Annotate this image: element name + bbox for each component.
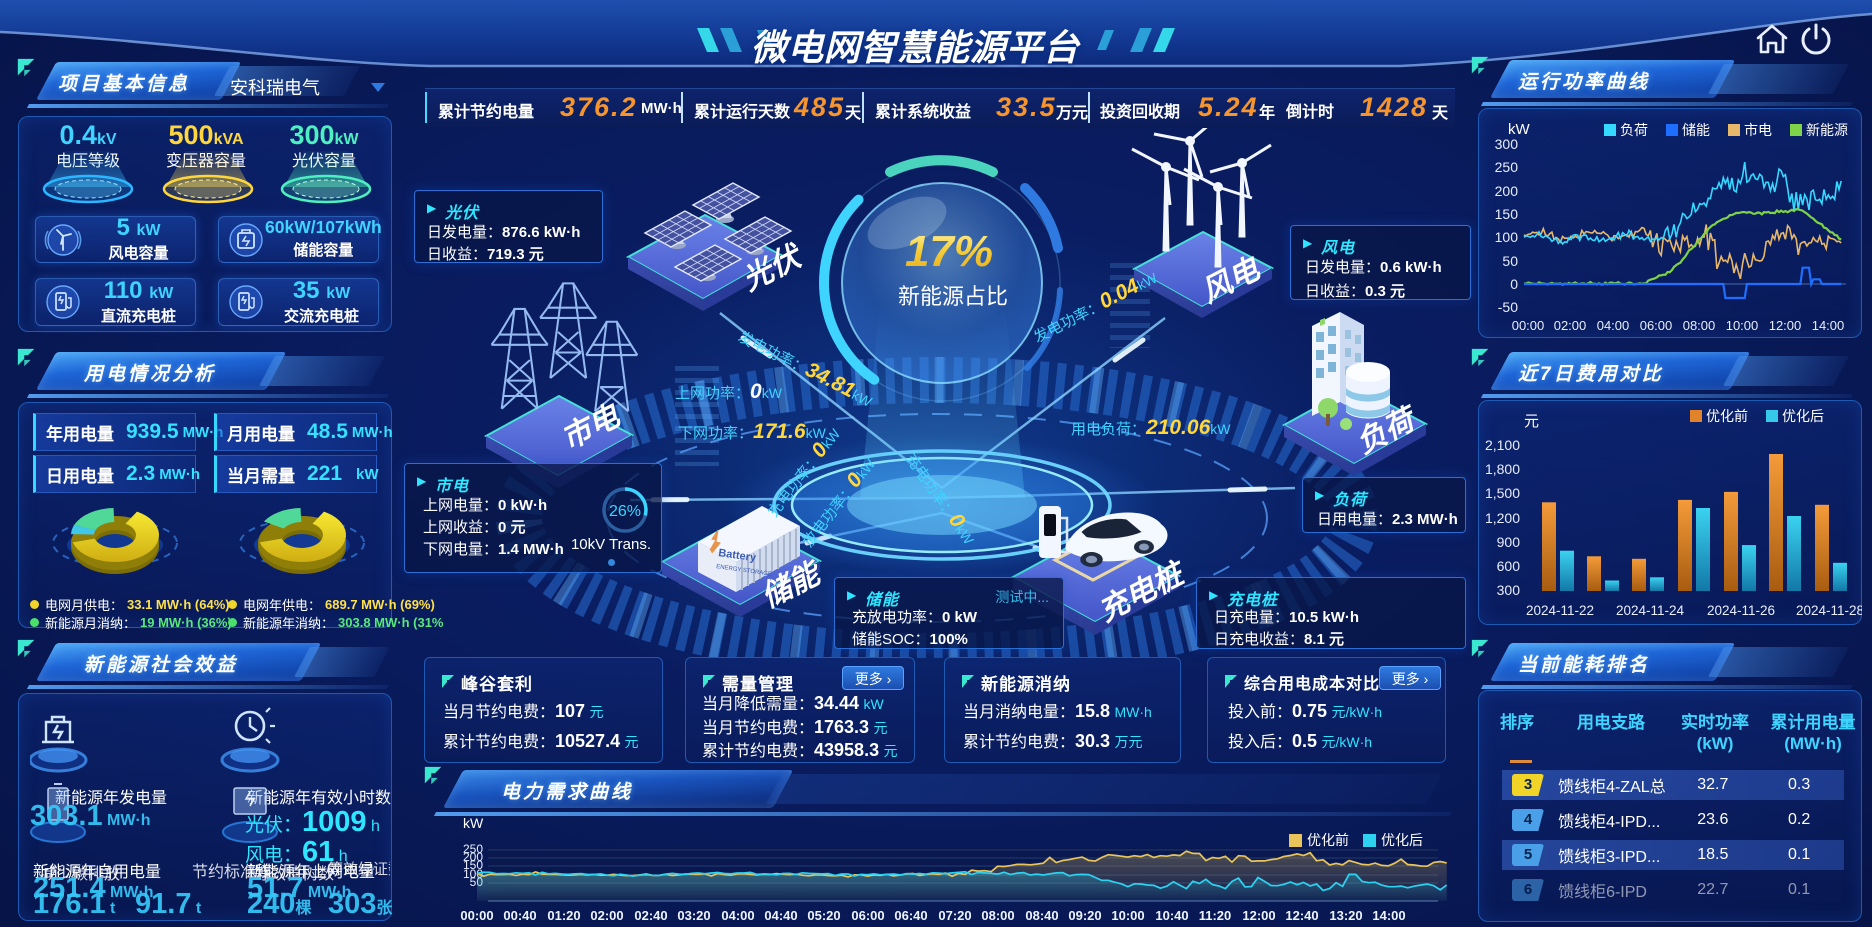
svg-text:17%: 17%: [905, 227, 993, 276]
svg-text:11:20: 11:20: [1199, 908, 1232, 923]
svg-text:200: 200: [1495, 183, 1519, 199]
svg-text:13:20: 13:20: [1329, 908, 1362, 923]
svg-text:2,100: 2,100: [1485, 437, 1520, 453]
svg-text:负荷: 负荷: [1620, 122, 1648, 138]
svg-text:08:00: 08:00: [981, 908, 1014, 923]
svg-text:04:00: 04:00: [1597, 318, 1630, 333]
svg-text:300: 300: [1495, 136, 1519, 152]
svg-text:26%: 26%: [609, 503, 641, 520]
svg-text:100: 100: [1495, 229, 1519, 245]
svg-text:2024-11-24: 2024-11-24: [1616, 603, 1685, 618]
svg-text:kW: kW: [1508, 121, 1531, 138]
svg-text:150: 150: [1495, 206, 1519, 222]
svg-text:优化前: 优化前: [1706, 408, 1748, 424]
svg-text:00:00: 00:00: [460, 908, 493, 923]
svg-text:下网功率：171.6kW: 下网功率：171.6kW: [678, 420, 827, 443]
svg-text:08:00: 08:00: [1683, 318, 1716, 333]
svg-text:06:00: 06:00: [1640, 318, 1673, 333]
svg-text:02:00: 02:00: [590, 908, 623, 923]
svg-text:250: 250: [1495, 159, 1519, 175]
svg-text:01:20: 01:20: [547, 908, 580, 923]
svg-text:08:40: 08:40: [1025, 908, 1058, 923]
svg-text:1,500: 1,500: [1485, 485, 1520, 501]
svg-text:06:40: 06:40: [894, 908, 927, 923]
svg-text:0: 0: [1510, 276, 1518, 292]
svg-text:2024-11-28: 2024-11-28: [1796, 603, 1862, 618]
svg-text:02:40: 02:40: [634, 908, 667, 923]
svg-text:00:40: 00:40: [503, 908, 536, 923]
svg-text:10:00: 10:00: [1726, 318, 1759, 333]
svg-text:04:00: 04:00: [721, 908, 754, 923]
svg-text:12:00: 12:00: [1242, 908, 1275, 923]
svg-text:600: 600: [1497, 558, 1521, 574]
svg-text:10:00: 10:00: [1111, 908, 1144, 923]
svg-text:2024-11-26: 2024-11-26: [1707, 603, 1775, 618]
svg-text:用电负荷：210.06kW: 用电负荷：210.06kW: [1071, 416, 1231, 439]
svg-text:04:40: 04:40: [764, 908, 797, 923]
svg-text:02:00: 02:00: [1554, 318, 1587, 333]
svg-text:12:00: 12:00: [1769, 318, 1802, 333]
svg-text:1,200: 1,200: [1485, 510, 1520, 526]
svg-text:03:20: 03:20: [677, 908, 710, 923]
svg-text:10:40: 10:40: [1155, 908, 1188, 923]
svg-text:储能: 储能: [1682, 122, 1710, 138]
svg-text:50: 50: [1502, 253, 1518, 269]
svg-text:优化后: 优化后: [1782, 408, 1824, 424]
svg-text:05:20: 05:20: [807, 908, 840, 923]
svg-text:上网功率：0kW: 上网功率：0kW: [675, 380, 783, 403]
svg-text:12:40: 12:40: [1285, 908, 1318, 923]
svg-text:新能源: 新能源: [1806, 122, 1848, 138]
svg-text:Battery: Battery: [718, 547, 758, 564]
svg-text:2024-11-22: 2024-11-22: [1526, 603, 1594, 618]
svg-text:元: 元: [1524, 413, 1539, 430]
svg-text:优化前: 优化前: [1307, 832, 1349, 848]
svg-text:09:20: 09:20: [1068, 908, 1101, 923]
svg-text:14:00: 14:00: [1812, 318, 1845, 333]
svg-text:kW: kW: [463, 815, 484, 831]
svg-text:00:00: 00:00: [1512, 318, 1545, 333]
svg-text:07:20: 07:20: [938, 908, 971, 923]
svg-text:1,800: 1,800: [1485, 461, 1520, 477]
svg-text:200: 200: [463, 850, 483, 864]
svg-text:14:00: 14:00: [1372, 908, 1405, 923]
svg-text:-50: -50: [1498, 299, 1518, 315]
svg-text:150: 150: [463, 858, 483, 872]
svg-text:250: 250: [463, 842, 483, 856]
svg-text:优化后: 优化后: [1381, 832, 1423, 848]
svg-text:新能源占比: 新能源占比: [898, 284, 1008, 309]
svg-text:900: 900: [1497, 534, 1521, 550]
svg-text:市电: 市电: [1744, 122, 1772, 138]
svg-text:300: 300: [1497, 582, 1521, 598]
svg-text:06:00: 06:00: [851, 908, 884, 923]
